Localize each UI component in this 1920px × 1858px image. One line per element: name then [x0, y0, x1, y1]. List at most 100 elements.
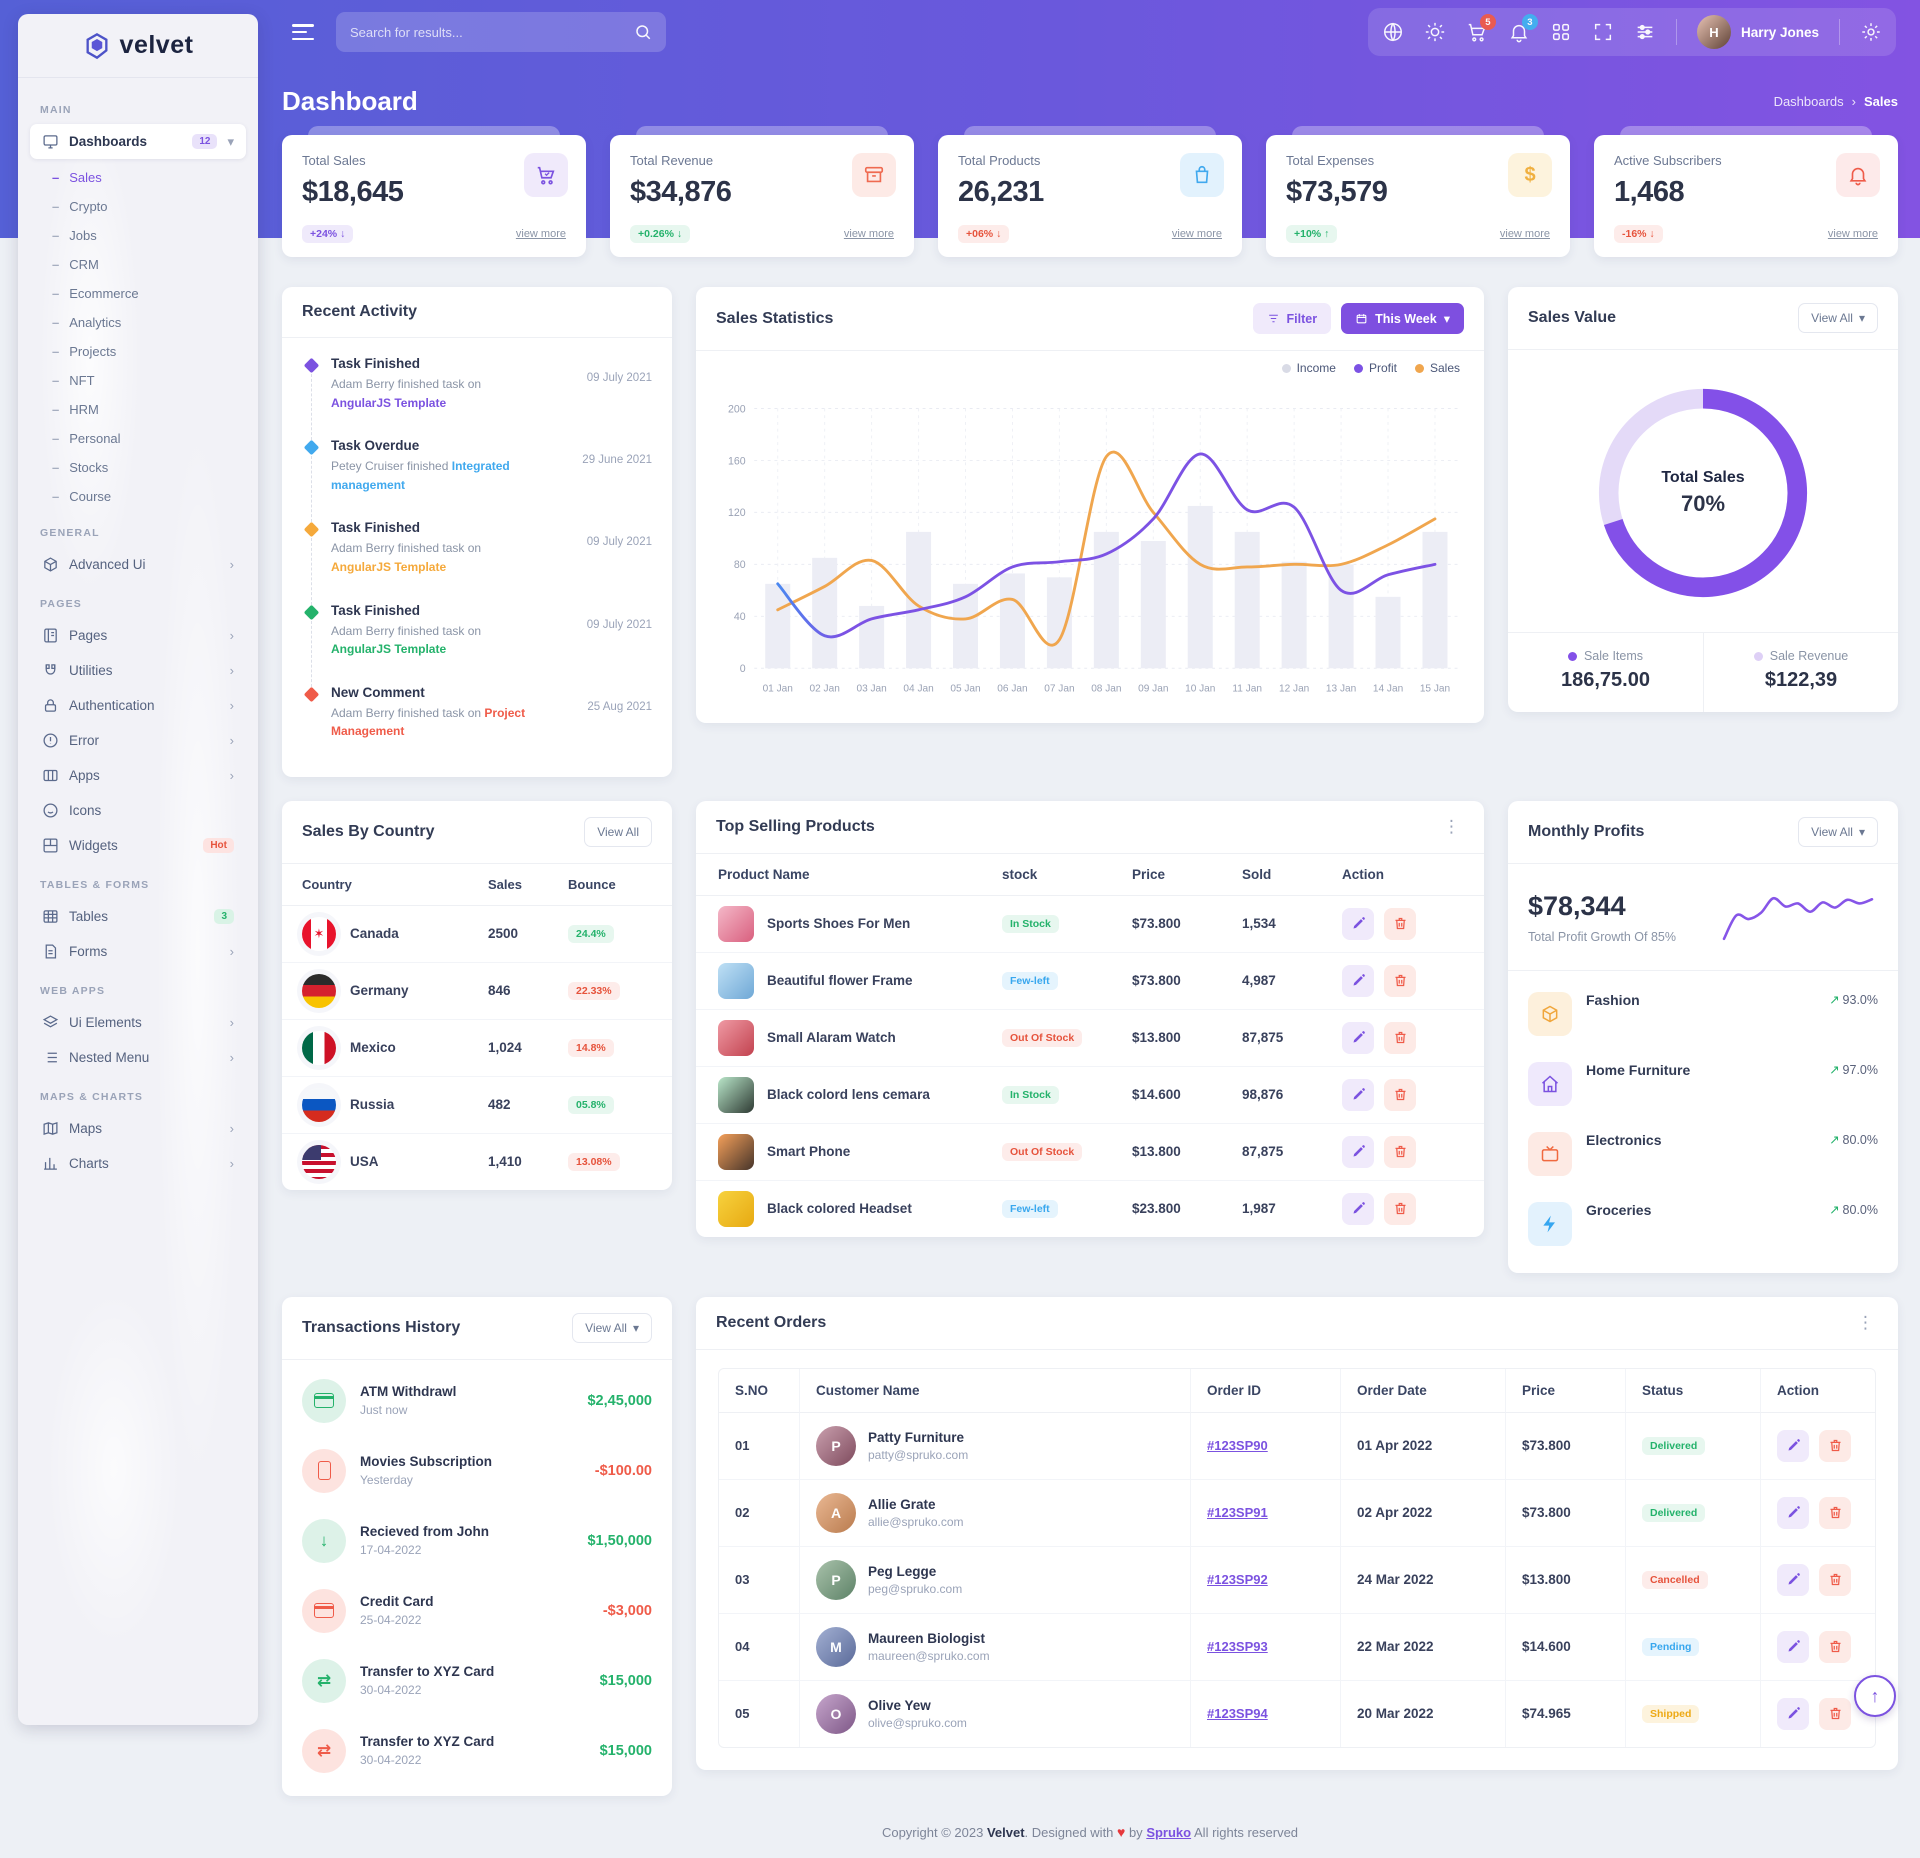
order-serial: 03 [719, 1547, 799, 1614]
sidebar-subitem[interactable]: – HRM [30, 395, 246, 424]
bounce-badge: 24.4% [568, 925, 614, 943]
kebab-menu-icon[interactable]: ⋮ [1853, 1313, 1878, 1333]
sidebar-item-apps[interactable]: Apps › [30, 758, 246, 793]
change-badge: +06% ↓ [958, 225, 1009, 243]
edit-button[interactable] [1777, 1564, 1809, 1596]
hamburger-menu-icon[interactable] [292, 24, 314, 40]
delete-button[interactable] [1384, 965, 1416, 997]
view-all-dropdown[interactable]: View All▾ [1798, 817, 1878, 847]
view-more-link[interactable]: view more [516, 228, 566, 240]
view-all-dropdown[interactable]: View All▾ [572, 1313, 652, 1343]
fullscreen-icon[interactable] [1592, 21, 1614, 43]
delete-button[interactable] [1384, 908, 1416, 940]
tables-count-badge: 3 [214, 909, 234, 924]
sidebar-item-utilities[interactable]: Utilities › [30, 653, 246, 688]
sidebar-subitem[interactable]: – Projects [30, 337, 246, 366]
edit-button[interactable] [1342, 1079, 1374, 1111]
view-more-link[interactable]: view more [844, 228, 894, 240]
spruko-link[interactable]: Spruko [1146, 1825, 1191, 1840]
view-more-link[interactable]: view more [1172, 228, 1222, 240]
kebab-menu-icon[interactable]: ⋮ [1439, 817, 1464, 837]
theme-sun-icon[interactable] [1424, 21, 1446, 43]
sidebar-item-label: Maps [69, 1121, 220, 1136]
delete-button[interactable] [1384, 1193, 1416, 1225]
sidebar-subitem[interactable]: – Crypto [30, 192, 246, 221]
edit-button[interactable] [1777, 1698, 1809, 1730]
sidebar-item-error[interactable]: Error › [30, 723, 246, 758]
search-input[interactable] [350, 25, 624, 40]
sidebar-item-pages[interactable]: Pages › [30, 618, 246, 653]
sidebar-subitem[interactable]: – Jobs [30, 221, 246, 250]
delete-button[interactable] [1384, 1136, 1416, 1168]
cart-icon[interactable]: 5 [1466, 21, 1488, 43]
svg-text:0: 0 [740, 663, 746, 675]
sidebar-subitem[interactable]: – NFT [30, 366, 246, 395]
table-row: Mexico 1,024 14.8% [282, 1020, 672, 1077]
filter-button[interactable]: Filter [1253, 303, 1332, 334]
edit-button[interactable] [1342, 1022, 1374, 1054]
order-id-link[interactable]: #123SP90 [1207, 1438, 1268, 1453]
activity-link[interactable]: AngularJS Template [331, 396, 446, 410]
edit-button[interactable] [1342, 908, 1374, 940]
sidebar-item-forms[interactable]: Forms › [30, 934, 246, 969]
sidebar-item-widgets[interactable]: Widgets Hot [30, 828, 246, 863]
apps-grid-icon[interactable] [1550, 21, 1572, 43]
sidebar-item-charts[interactable]: Charts › [30, 1146, 246, 1181]
gear-icon[interactable] [1860, 21, 1882, 43]
activity-link[interactable]: AngularJS Template [331, 642, 446, 656]
user-menu[interactable]: H Harry Jones [1697, 15, 1819, 49]
activity-link[interactable]: AngularJS Template [331, 560, 446, 574]
view-all-dropdown[interactable]: View All▾ [1798, 303, 1878, 333]
sidebar-subitem[interactable]: – Sales [30, 163, 246, 192]
sidebar-item-advanced-ui[interactable]: Advanced Ui › [30, 547, 246, 582]
sidebar-subitem[interactable]: – Stocks [30, 453, 246, 482]
category-label: Fashion [1586, 992, 1640, 1008]
sidebar-item-dashboards[interactable]: Dashboards 12 ▾ [30, 124, 246, 159]
order-id-link[interactable]: #123SP94 [1207, 1706, 1268, 1721]
stat-card-total-expenses: Total Expenses $73,579 $ +10% ↑ view mor… [1266, 135, 1570, 257]
edit-button[interactable] [1777, 1497, 1809, 1529]
delete-button[interactable] [1384, 1079, 1416, 1111]
activity-title: Task Finished [331, 603, 573, 618]
scroll-to-top-button[interactable]: ↑ [1854, 1675, 1896, 1717]
brand-logo[interactable]: velvet [18, 14, 258, 78]
sliders-icon[interactable] [1634, 21, 1656, 43]
bell-icon[interactable]: 3 [1508, 21, 1530, 43]
sidebar-item-tables[interactable]: Tables 3 [30, 899, 246, 934]
delete-button[interactable] [1819, 1631, 1851, 1663]
transaction-title: Movies Subscription [360, 1454, 581, 1469]
transaction-title: ATM Withdrawl [360, 1384, 573, 1399]
this-week-dropdown[interactable]: This Week ▾ [1341, 303, 1464, 334]
delete-button[interactable] [1819, 1497, 1851, 1529]
view-more-link[interactable]: view more [1500, 228, 1550, 240]
sidebar-subitem[interactable]: – Analytics [30, 308, 246, 337]
delete-button[interactable] [1819, 1698, 1851, 1730]
view-all-button[interactable]: View All [584, 817, 652, 847]
edit-button[interactable] [1777, 1430, 1809, 1462]
sidebar-subitem[interactable]: – Ecommerce [30, 279, 246, 308]
order-id-link[interactable]: #123SP92 [1207, 1572, 1268, 1587]
customer-avatar: M [816, 1627, 856, 1667]
delete-button[interactable] [1819, 1430, 1851, 1462]
sidebar-subitem[interactable]: – Personal [30, 424, 246, 453]
breadcrumb-parent[interactable]: Dashboards [1774, 94, 1844, 109]
sidebar-subitem[interactable]: – Course [30, 482, 246, 511]
edit-button[interactable] [1342, 965, 1374, 997]
sidebar-item-ui-elements[interactable]: Ui Elements › [30, 1005, 246, 1040]
order-id-link[interactable]: #123SP91 [1207, 1505, 1268, 1520]
sidebar-item-icons[interactable]: Icons [30, 793, 246, 828]
edit-button[interactable] [1342, 1193, 1374, 1225]
search-icon[interactable] [634, 23, 652, 41]
globe-icon[interactable] [1382, 21, 1404, 43]
view-more-link[interactable]: view more [1828, 228, 1878, 240]
edit-button[interactable] [1777, 1631, 1809, 1663]
activity-title: Task Finished [331, 356, 573, 371]
delete-button[interactable] [1819, 1564, 1851, 1596]
sidebar-subitem[interactable]: – CRM [30, 250, 246, 279]
order-id-link[interactable]: #123SP93 [1207, 1639, 1268, 1654]
delete-button[interactable] [1384, 1022, 1416, 1054]
sidebar-item-nested-menu[interactable]: Nested Menu › [30, 1040, 246, 1075]
edit-button[interactable] [1342, 1136, 1374, 1168]
sidebar-item-maps[interactable]: Maps › [30, 1111, 246, 1146]
sidebar-item-authentication[interactable]: Authentication › [30, 688, 246, 723]
